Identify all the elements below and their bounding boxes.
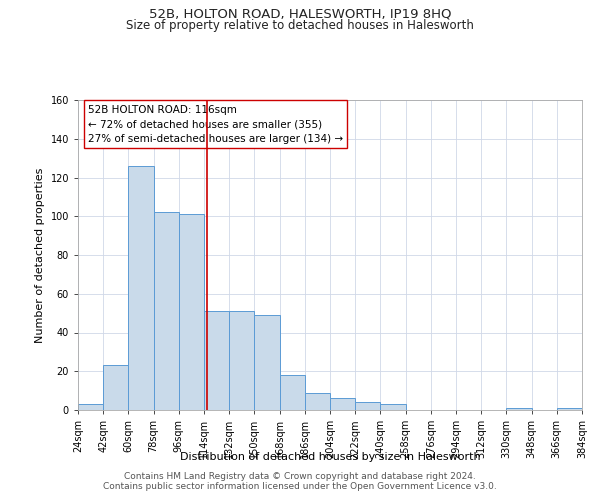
Text: 52B, HOLTON ROAD, HALESWORTH, IP19 8HQ: 52B, HOLTON ROAD, HALESWORTH, IP19 8HQ [149,8,451,20]
Bar [305,392,330,410]
Bar [280,375,305,410]
Bar [380,404,406,410]
Bar [254,315,280,410]
Bar [355,402,380,410]
Bar [204,311,229,410]
Bar [78,404,103,410]
Text: Contains public sector information licensed under the Open Government Licence v3: Contains public sector information licen… [103,482,497,491]
Text: Contains HM Land Registry data © Crown copyright and database right 2024.: Contains HM Land Registry data © Crown c… [124,472,476,481]
Text: Size of property relative to detached houses in Halesworth: Size of property relative to detached ho… [126,19,474,32]
Bar [557,408,582,410]
Y-axis label: Number of detached properties: Number of detached properties [35,168,45,342]
Text: Distribution of detached houses by size in Halesworth: Distribution of detached houses by size … [179,452,481,462]
Bar [103,366,128,410]
Bar [330,398,355,410]
Bar [229,311,254,410]
Bar [128,166,154,410]
Bar [179,214,204,410]
Bar [506,408,532,410]
Bar [154,212,179,410]
Text: 52B HOLTON ROAD: 116sqm
← 72% of detached houses are smaller (355)
27% of semi-d: 52B HOLTON ROAD: 116sqm ← 72% of detache… [88,104,343,144]
